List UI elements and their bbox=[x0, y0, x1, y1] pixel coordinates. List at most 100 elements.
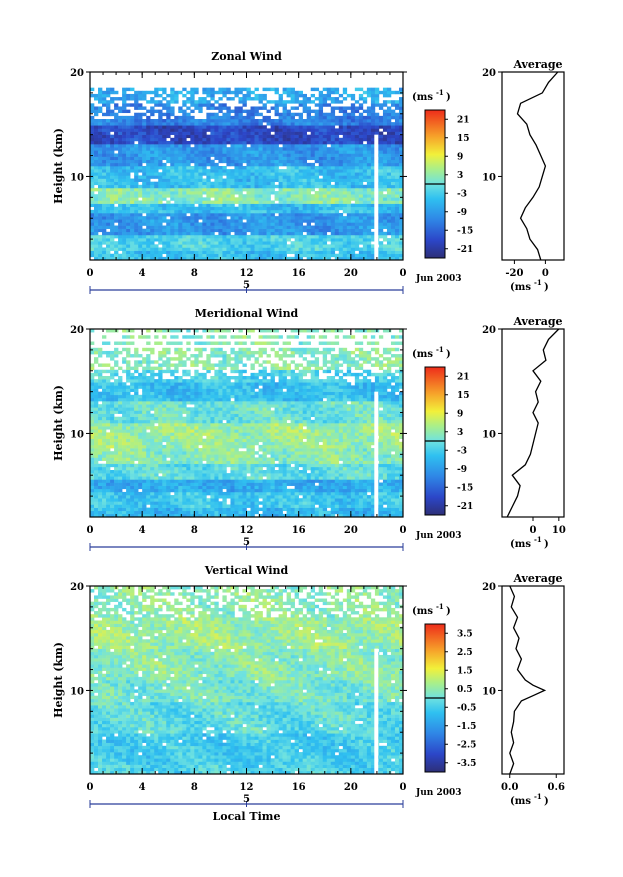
heatmap-cell bbox=[295, 172, 299, 175]
heatmap-cell bbox=[339, 147, 343, 150]
heatmap-cell bbox=[319, 476, 323, 479]
heatmap-cell bbox=[226, 210, 230, 213]
heatmap-cell bbox=[331, 492, 335, 495]
heatmap-cell bbox=[238, 185, 242, 188]
heatmap-cell bbox=[271, 210, 275, 213]
heatmap-cell bbox=[166, 188, 170, 191]
heatmap-cell bbox=[222, 483, 226, 486]
heatmap-cell bbox=[247, 204, 251, 207]
heatmap-cell bbox=[94, 235, 98, 238]
heatmap-cell bbox=[234, 157, 238, 160]
heatmap-cell bbox=[210, 160, 214, 163]
heatmap-cell bbox=[359, 182, 363, 185]
heatmap-cell bbox=[267, 100, 271, 103]
heatmap-cell bbox=[218, 119, 222, 122]
heatmap-cell bbox=[311, 138, 315, 141]
heatmap-cell bbox=[327, 254, 331, 257]
heatmap-cell bbox=[367, 254, 371, 257]
heatmap-cell bbox=[271, 106, 275, 109]
heatmap-cell bbox=[319, 479, 323, 482]
heatmap-cell bbox=[255, 138, 259, 141]
heatmap-cell bbox=[210, 492, 214, 495]
heatmap-cell bbox=[255, 175, 259, 178]
heatmap-cell bbox=[255, 182, 259, 185]
heatmap-cell bbox=[126, 200, 130, 203]
heatmap-cell bbox=[255, 498, 259, 501]
heatmap-cell bbox=[122, 219, 126, 222]
heatmap-cell bbox=[122, 91, 126, 94]
heatmap-cell bbox=[222, 254, 226, 257]
heatmap-cell bbox=[186, 241, 190, 244]
heatmap-cell bbox=[198, 122, 202, 125]
heatmap-cell bbox=[343, 501, 347, 504]
heatmap-cell bbox=[355, 254, 359, 257]
heatmap-cell bbox=[218, 207, 222, 210]
heatmap-cell bbox=[279, 197, 283, 200]
heatmap-cell bbox=[130, 210, 134, 213]
heatmap-cell bbox=[307, 219, 311, 222]
heatmap-cell bbox=[327, 501, 331, 504]
heatmap-cell bbox=[190, 244, 194, 247]
heatmap-cell bbox=[146, 508, 150, 511]
heatmap-cell bbox=[170, 185, 174, 188]
heatmap-cell bbox=[210, 147, 214, 150]
heatmap-cell bbox=[94, 119, 98, 122]
heatmap-cell bbox=[367, 169, 371, 172]
heatmap-cell bbox=[198, 125, 202, 128]
heatmap-cell bbox=[279, 479, 283, 482]
heatmap-cell bbox=[242, 157, 246, 160]
heatmap-cell bbox=[122, 204, 126, 207]
heatmap-cell bbox=[218, 103, 222, 106]
heatmap-cell bbox=[263, 147, 267, 150]
heatmap-cell bbox=[291, 191, 295, 194]
heatmap-cell bbox=[134, 229, 138, 232]
heatmap-cell bbox=[251, 235, 255, 238]
heatmap-cell bbox=[283, 486, 287, 489]
heatmap-cell bbox=[126, 492, 130, 495]
heatmap-cell bbox=[271, 508, 275, 511]
heatmap-cell bbox=[170, 197, 174, 200]
heatmap-cell bbox=[150, 106, 154, 109]
heatmap-cell bbox=[291, 116, 295, 119]
heatmap-cell bbox=[335, 175, 339, 178]
heatmap-cell bbox=[226, 91, 230, 94]
heatmap-cell bbox=[134, 247, 138, 250]
heatmap-cell bbox=[383, 213, 387, 216]
heatmap-cell bbox=[202, 147, 206, 150]
heatmap-cell bbox=[134, 160, 138, 163]
heatmap-cell bbox=[206, 241, 210, 244]
heatmap-cell bbox=[335, 132, 339, 135]
heatmap-cell bbox=[251, 229, 255, 232]
heatmap-cell bbox=[327, 160, 331, 163]
heatmap-cell bbox=[150, 241, 154, 244]
heatmap-cell bbox=[146, 254, 150, 257]
heatmap-cell bbox=[343, 232, 347, 235]
heatmap-cell bbox=[114, 175, 118, 178]
heatmap-cell bbox=[206, 229, 210, 232]
heatmap-cell bbox=[130, 495, 134, 498]
heatmap-cell bbox=[287, 150, 291, 153]
heatmap-cell bbox=[210, 216, 214, 219]
heatmap-cell bbox=[178, 222, 182, 225]
heatmap-cell bbox=[102, 163, 106, 166]
heatmap-cell bbox=[251, 226, 255, 229]
heatmap-cell bbox=[391, 157, 395, 160]
heatmap-cell bbox=[255, 229, 259, 232]
heatmap-cell bbox=[291, 150, 295, 153]
heatmap-cell bbox=[263, 144, 267, 147]
heatmap-cell bbox=[98, 247, 102, 250]
heatmap-cell bbox=[311, 210, 315, 213]
heatmap-cell bbox=[238, 241, 242, 244]
heatmap-cell bbox=[387, 498, 391, 501]
heatmap-cell bbox=[226, 116, 230, 119]
heatmap-cell bbox=[367, 200, 371, 203]
heatmap-cell bbox=[138, 207, 142, 210]
heatmap-cell bbox=[267, 476, 271, 479]
heatmap-cell bbox=[355, 172, 359, 175]
heatmap-cell bbox=[210, 511, 214, 514]
heatmap-cell bbox=[102, 492, 106, 495]
heatmap-cell bbox=[102, 213, 106, 216]
heatmap-cell bbox=[174, 125, 178, 128]
heatmap-cell bbox=[303, 132, 307, 135]
heatmap-cell bbox=[234, 106, 238, 109]
